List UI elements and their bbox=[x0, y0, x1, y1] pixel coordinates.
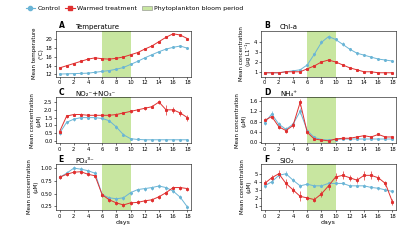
Y-axis label: Mean concentration
(μM): Mean concentration (μM) bbox=[235, 93, 246, 148]
Text: PO₄³⁻: PO₄³⁻ bbox=[75, 158, 94, 164]
Text: B: B bbox=[264, 21, 270, 30]
Text: Chl-a: Chl-a bbox=[280, 24, 298, 30]
Text: NO₂⁻+NO₃⁻: NO₂⁻+NO₃⁻ bbox=[75, 91, 115, 97]
Y-axis label: Mean temperature
(°C): Mean temperature (°C) bbox=[32, 28, 43, 80]
Bar bbox=[307, 31, 336, 77]
Text: NH₄⁺: NH₄⁺ bbox=[280, 91, 297, 97]
Text: F: F bbox=[264, 155, 269, 164]
X-axis label: days: days bbox=[321, 220, 336, 225]
Text: E: E bbox=[59, 155, 64, 164]
Y-axis label: Mean concentration
(μM): Mean concentration (μM) bbox=[30, 93, 41, 148]
Bar bbox=[102, 97, 130, 143]
Text: Temperature: Temperature bbox=[75, 24, 119, 30]
Bar bbox=[102, 31, 130, 77]
Text: C: C bbox=[59, 88, 64, 97]
Y-axis label: Mean concentration
(μg L1⁻¹): Mean concentration (μg L1⁻¹) bbox=[239, 26, 252, 81]
Text: D: D bbox=[264, 88, 270, 97]
Legend: Control, Warmed treatment, Phytoplankton bloom period: Control, Warmed treatment, Phytoplankton… bbox=[23, 3, 246, 13]
Text: SiO₂: SiO₂ bbox=[280, 158, 294, 164]
Y-axis label: Mean concentration
(μM): Mean concentration (μM) bbox=[240, 160, 252, 215]
Y-axis label: Mean concentration
(μM): Mean concentration (μM) bbox=[27, 160, 38, 215]
X-axis label: days: days bbox=[116, 220, 131, 225]
Bar bbox=[102, 164, 130, 210]
Text: A: A bbox=[59, 21, 64, 30]
Bar bbox=[307, 97, 336, 143]
Bar bbox=[307, 164, 336, 210]
